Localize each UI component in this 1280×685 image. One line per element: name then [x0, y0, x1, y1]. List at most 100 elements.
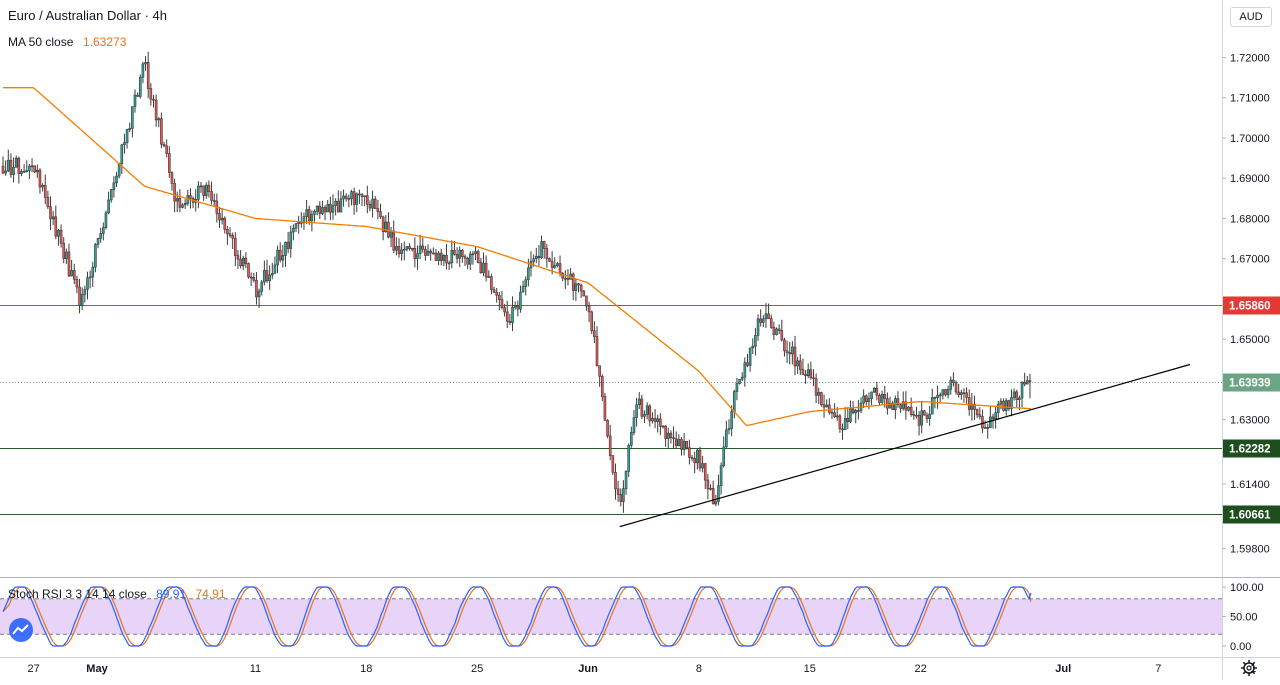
- candle-body[interactable]: [170, 172, 174, 184]
- candle-body[interactable]: [236, 255, 240, 260]
- candle-body[interactable]: [278, 249, 282, 261]
- candle-body[interactable]: [785, 350, 789, 353]
- candle-body[interactable]: [936, 394, 939, 399]
- candle-body[interactable]: [379, 211, 382, 218]
- candle-body[interactable]: [67, 251, 71, 277]
- candle-body[interactable]: [754, 335, 757, 347]
- candle-body[interactable]: [310, 214, 314, 222]
- candle-body[interactable]: [896, 398, 900, 405]
- candle-body[interactable]: [508, 320, 512, 323]
- candle-body[interactable]: [133, 94, 137, 107]
- candle-body[interactable]: [307, 209, 311, 222]
- candle-body[interactable]: [756, 318, 760, 336]
- candle-body[interactable]: [218, 213, 221, 221]
- candle-body[interactable]: [930, 397, 934, 415]
- candle-body[interactable]: [909, 406, 913, 415]
- candle-body[interactable]: [651, 417, 654, 422]
- candle-body[interactable]: [521, 286, 525, 293]
- candle-body[interactable]: [957, 391, 960, 395]
- candle-body[interactable]: [532, 258, 535, 262]
- candle-body[interactable]: [96, 238, 100, 245]
- candle-body[interactable]: [825, 404, 828, 408]
- candle-body[interactable]: [51, 216, 55, 220]
- candle-body[interactable]: [402, 248, 406, 251]
- candle-body[interactable]: [630, 432, 633, 446]
- candle-body[interactable]: [725, 429, 728, 448]
- candle-body[interactable]: [315, 205, 319, 212]
- candle-body[interactable]: [828, 404, 831, 413]
- candle-body[interactable]: [78, 286, 81, 306]
- candle-body[interactable]: [564, 277, 567, 280]
- candle-body[interactable]: [688, 447, 691, 458]
- candle-body[interactable]: [426, 250, 430, 256]
- candle-body[interactable]: [843, 418, 847, 430]
- candle-body[interactable]: [141, 63, 145, 78]
- candle-body[interactable]: [962, 392, 966, 394]
- candle-body[interactable]: [434, 252, 438, 261]
- candle-body[interactable]: [822, 404, 826, 408]
- candle-body[interactable]: [849, 408, 852, 422]
- candle-body[interactable]: [75, 279, 79, 288]
- candle-body[interactable]: [371, 198, 374, 209]
- candle-body[interactable]: [696, 449, 699, 464]
- candle-body[interactable]: [672, 437, 675, 440]
- candle-body[interactable]: [20, 171, 23, 174]
- candle-body[interactable]: [925, 414, 929, 419]
- candle-body[interactable]: [36, 169, 39, 173]
- candle-body[interactable]: [241, 257, 245, 267]
- candle-body[interactable]: [1015, 391, 1019, 401]
- candle-body[interactable]: [334, 200, 337, 206]
- candle-body[interactable]: [1023, 381, 1026, 385]
- candle-body[interactable]: [553, 265, 557, 268]
- candle-body[interactable]: [355, 193, 359, 205]
- candle-body[interactable]: [373, 198, 377, 209]
- candle-body[interactable]: [928, 413, 931, 419]
- candle-body[interactable]: [57, 230, 60, 237]
- candle-body[interactable]: [703, 463, 707, 481]
- candle-body[interactable]: [938, 394, 942, 397]
- candle-body[interactable]: [146, 61, 150, 89]
- candle-body[interactable]: [986, 427, 990, 429]
- candle-body[interactable]: [260, 281, 264, 292]
- candle-body[interactable]: [160, 118, 163, 145]
- candle-body[interactable]: [408, 246, 411, 249]
- candle-body[interactable]: [38, 169, 42, 188]
- candle-body[interactable]: [640, 398, 644, 417]
- candle-body[interactable]: [152, 98, 155, 101]
- candle-body[interactable]: [973, 403, 976, 410]
- candle-body[interactable]: [33, 165, 36, 173]
- candle-body[interactable]: [397, 246, 401, 255]
- candle-body[interactable]: [1010, 397, 1013, 409]
- candle-body[interactable]: [358, 193, 361, 196]
- candle-body[interactable]: [342, 195, 345, 200]
- candle-body[interactable]: [635, 404, 638, 418]
- candle-body[interactable]: [212, 200, 216, 202]
- candle-body[interactable]: [318, 205, 322, 214]
- candle-body[interactable]: [273, 264, 277, 274]
- candle-body[interactable]: [437, 252, 440, 261]
- candle-body[interactable]: [46, 197, 50, 207]
- candle-body[interactable]: [991, 416, 995, 420]
- candle-body[interactable]: [387, 221, 390, 238]
- candle-body[interactable]: [6, 159, 10, 172]
- candle-body[interactable]: [915, 414, 918, 417]
- candle-body[interactable]: [492, 289, 496, 293]
- candle-body[interactable]: [622, 488, 625, 502]
- candle-body[interactable]: [769, 318, 773, 328]
- candle-body[interactable]: [381, 216, 385, 232]
- candle-body[interactable]: [585, 295, 588, 307]
- candle-body[interactable]: [970, 403, 974, 410]
- candle-body[interactable]: [978, 414, 982, 417]
- candle-body[interactable]: [534, 255, 538, 259]
- candle-body[interactable]: [690, 457, 694, 459]
- candle-body[interactable]: [138, 76, 142, 97]
- candle-body[interactable]: [614, 471, 617, 490]
- candle-body[interactable]: [468, 253, 472, 265]
- candle-body[interactable]: [674, 438, 678, 446]
- candle-body[interactable]: [748, 347, 752, 366]
- candle-body[interactable]: [806, 369, 810, 376]
- candle-body[interactable]: [202, 185, 205, 196]
- candle-body[interactable]: [503, 307, 506, 313]
- candle-body[interactable]: [65, 251, 68, 259]
- candle-body[interactable]: [595, 336, 599, 367]
